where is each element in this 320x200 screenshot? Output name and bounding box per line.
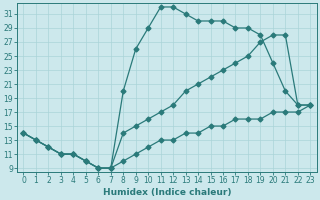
X-axis label: Humidex (Indice chaleur): Humidex (Indice chaleur)	[103, 188, 231, 197]
